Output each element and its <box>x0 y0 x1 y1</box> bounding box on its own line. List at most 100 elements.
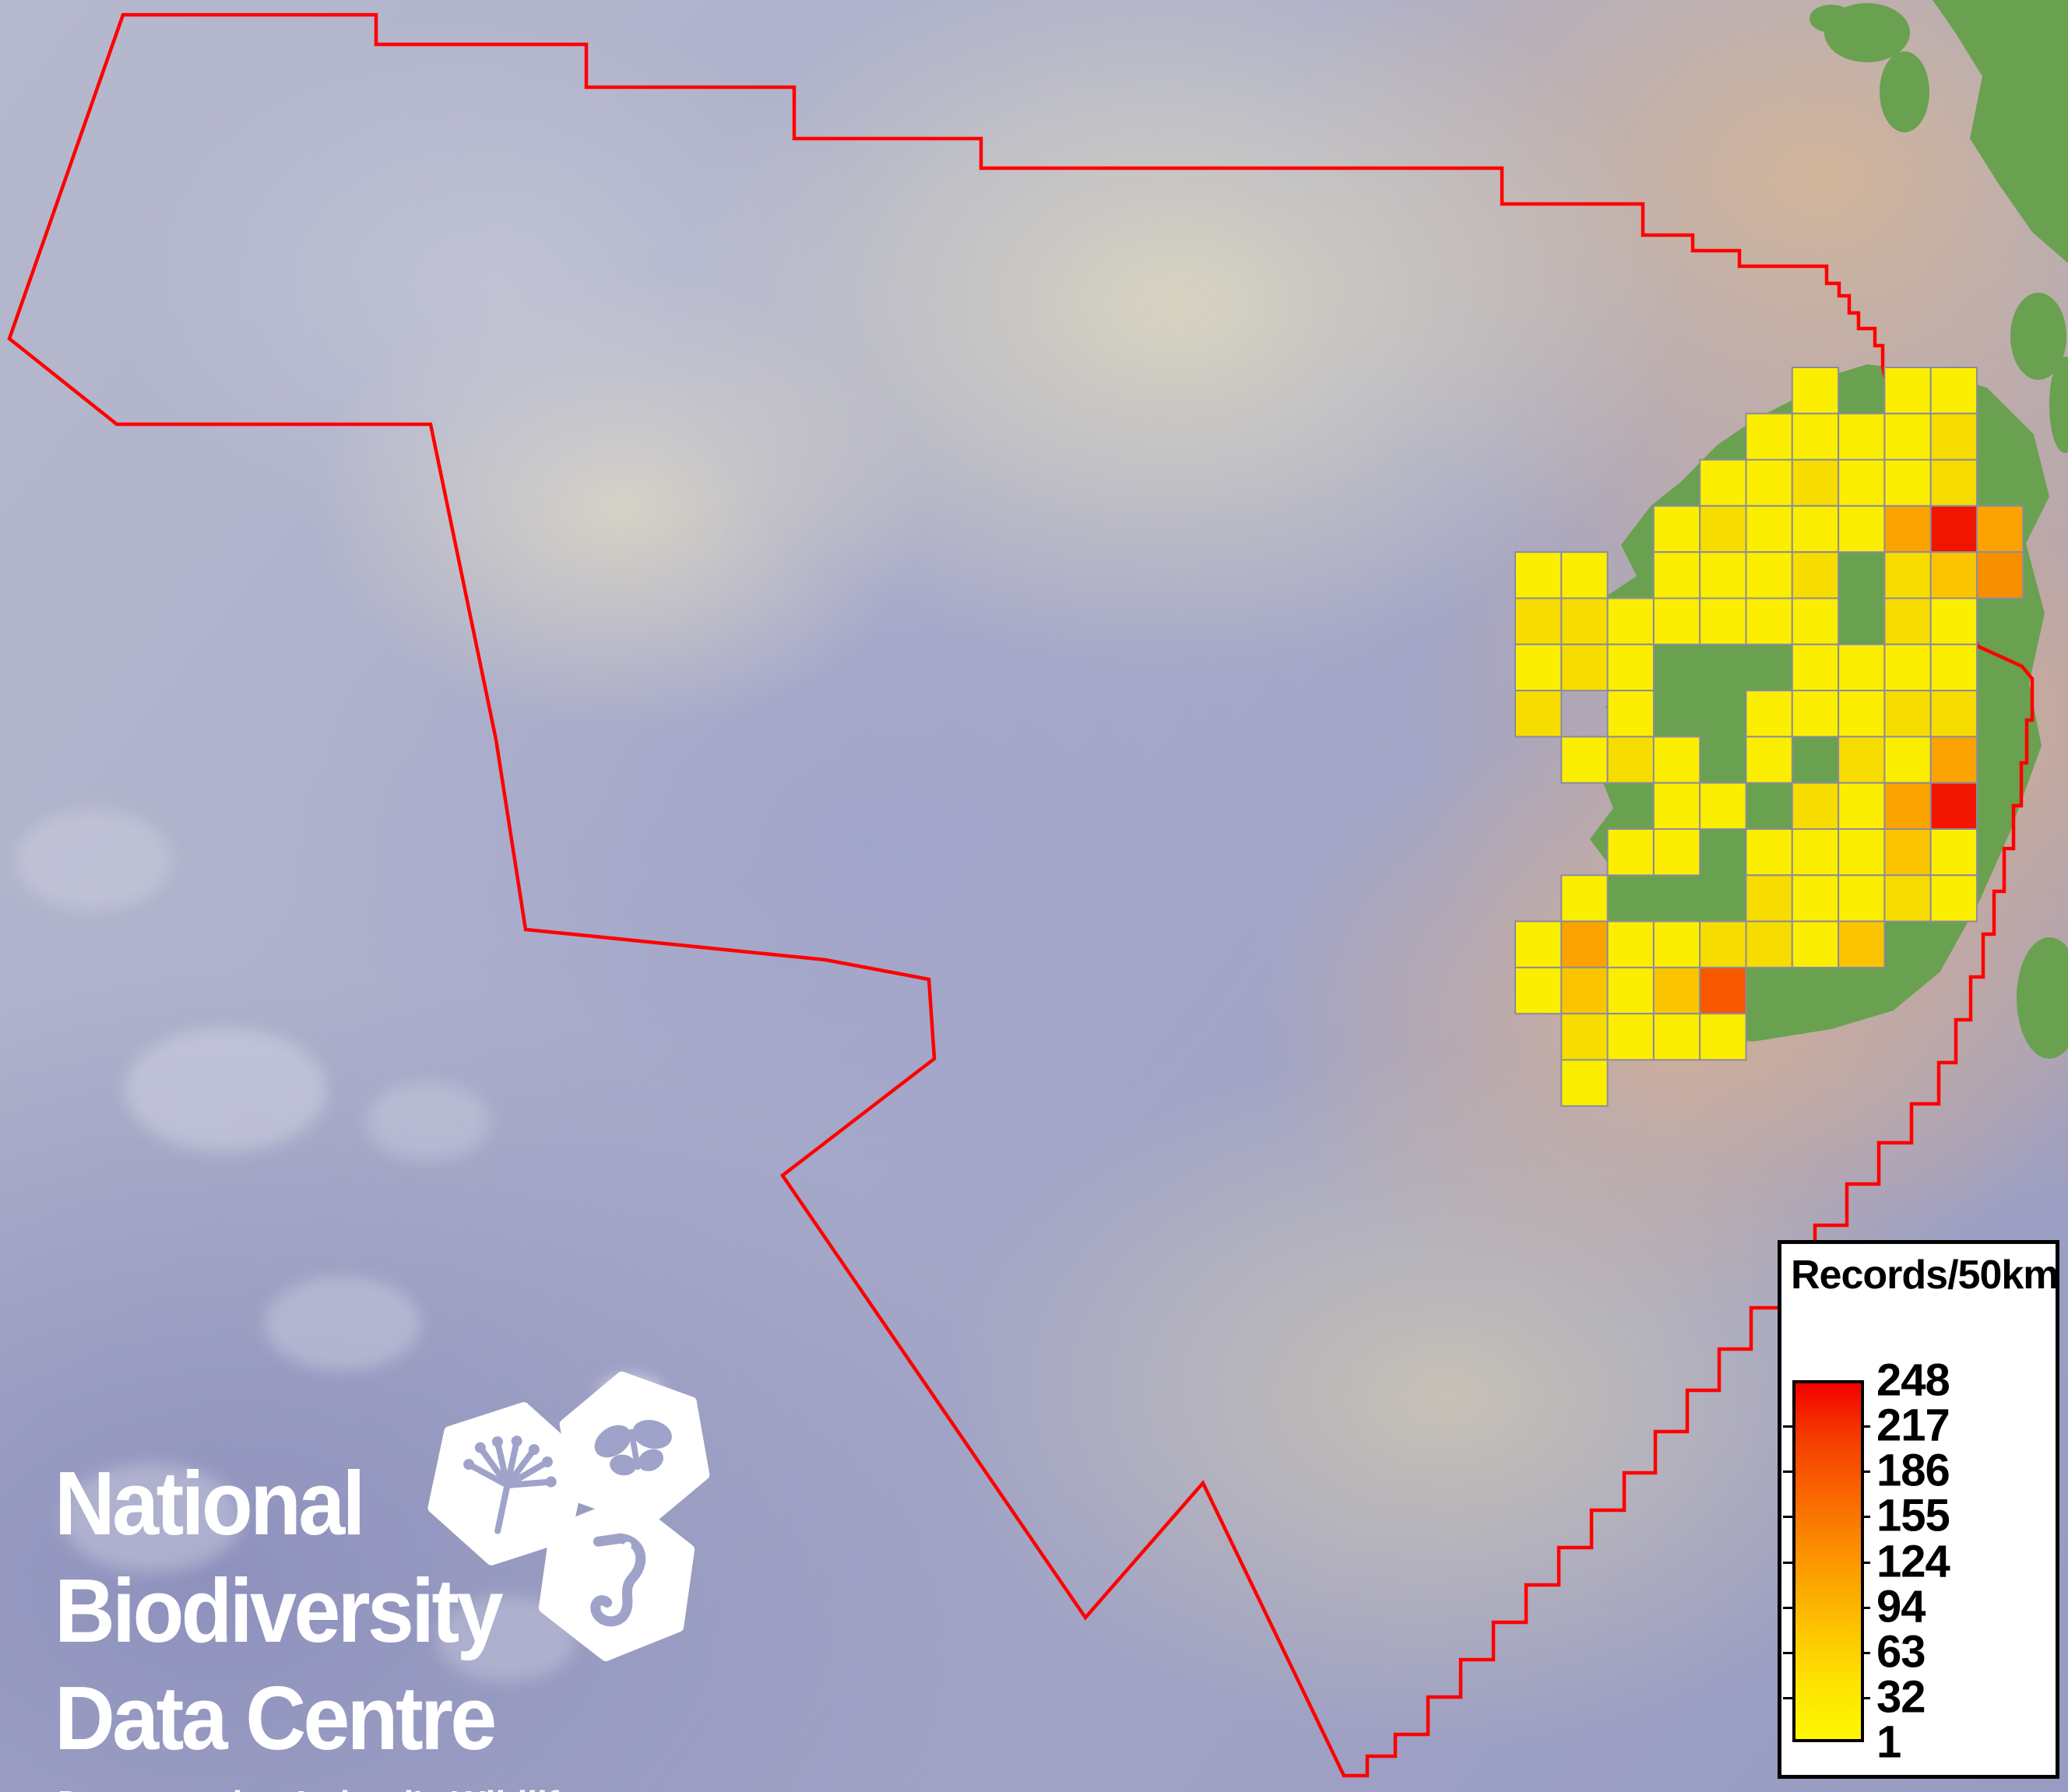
designated-area-boundary <box>7 12 2035 1778</box>
grid-cell <box>1560 1059 1609 1107</box>
plant-umbel-icon <box>427 1402 588 1565</box>
hebrides-island <box>1810 5 1853 33</box>
grid-cell <box>1606 643 1655 692</box>
grid-cell <box>1791 504 1840 553</box>
legend-tick <box>1861 1425 1870 1428</box>
legend-tick <box>1861 1606 1870 1609</box>
grid-cell <box>1560 874 1609 922</box>
legend-box: Records/50km 248 217 186 155 124 94 63 32 1 <box>1778 1240 2059 1779</box>
grid-cell <box>1560 736 1609 784</box>
grid-cell <box>1976 504 2024 553</box>
hebrides-island <box>1880 51 1929 132</box>
legend-value-label: 186 <box>1876 1445 1950 1496</box>
legend-tick <box>1783 1561 1792 1564</box>
grid-cell <box>1606 966 1655 1015</box>
grid-cell <box>1745 690 1793 738</box>
legend-value-label: 155 <box>1876 1490 1950 1541</box>
grid-cell <box>1838 874 1886 922</box>
grid-cell <box>1838 920 1886 968</box>
grid-cell <box>1929 690 1978 738</box>
grid-cell <box>1838 782 1886 831</box>
grid-cell <box>1745 828 1793 877</box>
grid-cell <box>1699 782 1747 831</box>
grid-cell <box>1791 459 1840 507</box>
legend-value-label: 32 <box>1876 1671 1926 1723</box>
grid-cell <box>1652 597 1701 645</box>
grid-cell <box>1883 367 1932 415</box>
grid-cell <box>1699 459 1747 507</box>
islay-island <box>2010 293 2066 380</box>
grid-cell <box>1652 1013 1701 1061</box>
kintyre-peninsula <box>2049 357 2068 453</box>
grid-cell <box>1883 413 1932 461</box>
legend-value-label: 248 <box>1876 1355 1950 1406</box>
grid-cell <box>1606 828 1655 877</box>
grid-cell <box>1652 736 1701 784</box>
grid-cell <box>1745 920 1793 968</box>
legend-value-label: 94 <box>1876 1581 1926 1632</box>
grid-cell <box>1791 367 1840 415</box>
legend-value-label: 217 <box>1876 1400 1950 1451</box>
legend-tick <box>1861 1470 1870 1474</box>
grid-cell <box>1883 459 1932 507</box>
grid-cell <box>1699 597 1747 645</box>
legend-value-label: 1 <box>1876 1716 1901 1768</box>
legend-ticks <box>1781 1380 1890 1742</box>
grid-cell <box>1791 828 1840 877</box>
seamount-highlight <box>366 1082 491 1160</box>
seahorse-icon <box>538 1495 695 1662</box>
legend-tick <box>1783 1516 1792 1519</box>
grid-cell <box>1514 690 1563 738</box>
legend-tick <box>1783 1651 1792 1654</box>
logo-line-2: Biodiversity <box>55 1560 504 1661</box>
grid-cell <box>1514 643 1563 692</box>
legend-tick <box>1783 1470 1792 1474</box>
legend-color-ramp <box>1792 1380 1864 1742</box>
logo-wordmark: National Biodiversity Data Centre Docume… <box>55 1449 576 1792</box>
grid-cell <box>1838 413 1886 461</box>
seamount-highlight <box>62 1463 241 1572</box>
legend-value-label: 124 <box>1876 1536 1950 1586</box>
grid-cell <box>1652 966 1701 1015</box>
legend-title: Records/50km <box>1791 1253 2059 1298</box>
grid-cell <box>1560 551 1609 599</box>
grid-cell <box>1699 1013 1747 1061</box>
logo-line-3: Data Centre <box>55 1667 497 1769</box>
grid-cell <box>1652 504 1701 553</box>
grid-cell <box>1652 828 1701 877</box>
seamount-highlight <box>16 810 171 911</box>
grid-cell <box>1745 736 1793 784</box>
grid-cell <box>1883 874 1932 922</box>
legend-tick <box>1861 1561 1870 1564</box>
grid-cell <box>1929 413 1978 461</box>
scotland-landmass <box>1933 0 2068 263</box>
grid-cell <box>1791 690 1840 738</box>
grid-cell <box>1929 874 1978 922</box>
records-grid-layer <box>1514 367 2024 1107</box>
seamount-highlight <box>125 1028 327 1152</box>
grid-cell <box>1560 643 1609 692</box>
grid-cell <box>1606 1013 1655 1061</box>
logo-line-1: National <box>55 1453 366 1554</box>
seamount-highlight <box>265 1277 420 1370</box>
wales-coast <box>2017 937 2068 1059</box>
grid-cell <box>1791 874 1840 922</box>
legend-tick <box>1783 1606 1792 1609</box>
legend-scale-labels: 248 217 186 155 124 94 63 32 1 <box>1876 1355 2056 1768</box>
logo-tagline: Documenting Ireland's Wildlife <box>55 1783 576 1792</box>
legend-tick <box>1783 1425 1792 1428</box>
grid-cell <box>1745 504 1793 553</box>
grid-cell <box>1976 551 2024 599</box>
grid-cell <box>1514 920 1563 968</box>
grid-cell <box>1652 920 1701 968</box>
grid-cell <box>1699 504 1747 553</box>
grid-cell <box>1745 597 1793 645</box>
grid-cell <box>1929 782 1978 831</box>
grid-cell <box>1929 597 1978 645</box>
grid-cell <box>1699 920 1747 968</box>
grid-cell <box>1745 413 1793 461</box>
grid-cell <box>1606 736 1655 784</box>
legend-tick <box>1861 1696 1870 1699</box>
